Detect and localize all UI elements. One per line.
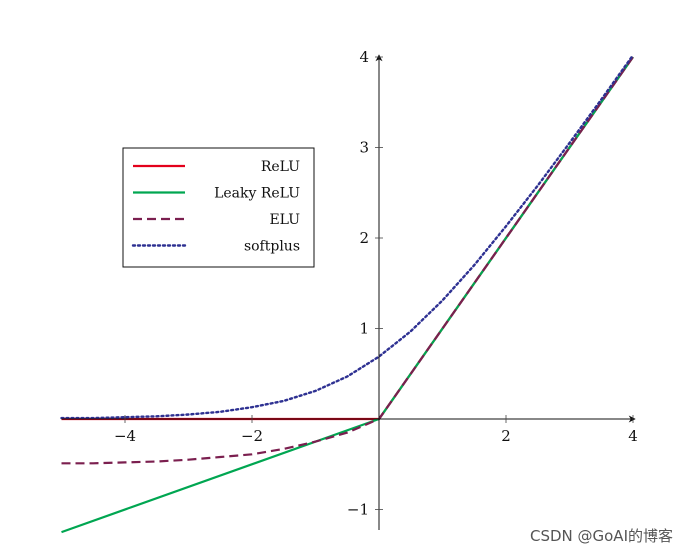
x-tick-label: 2 <box>501 427 511 445</box>
x-tick-label: −2 <box>241 427 263 445</box>
x-tick-label: −4 <box>114 427 136 445</box>
series-line-softplus <box>60 54 635 420</box>
series-line-elu <box>61 56 634 465</box>
legend-label-leaky-relu: Leaky ReLU <box>214 186 300 202</box>
y-tick-label: 1 <box>359 320 369 338</box>
y-tick-label: 3 <box>359 139 369 157</box>
legend-label-elu: ELU <box>269 212 300 228</box>
legend-label-relu: ReLU <box>261 159 300 175</box>
legend-box <box>122 147 315 268</box>
y-tick-label: −1 <box>347 501 369 519</box>
legend-label-softplus: softplus <box>244 239 300 255</box>
axes: −4 −2 2 4 −1 1 2 3 4 <box>61 48 638 530</box>
x-tick-label: 4 <box>628 427 638 445</box>
y-tick-label: 2 <box>359 229 369 247</box>
watermark-text: CSDN @GoAI的博客 <box>529 527 673 545</box>
legend: ReLU Leaky ReLU ELU softplus <box>122 147 315 268</box>
y-tick-label: 4 <box>359 48 369 66</box>
series-layer <box>60 54 635 534</box>
